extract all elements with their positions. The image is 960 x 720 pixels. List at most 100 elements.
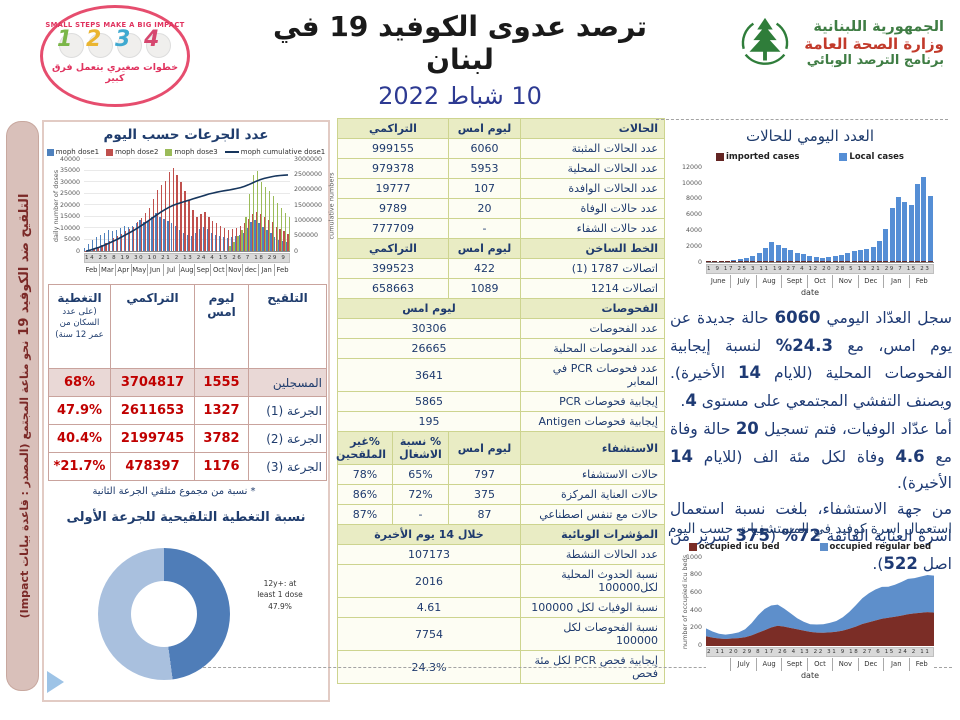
month-cell xyxy=(706,658,730,671)
bar-local-cases xyxy=(915,184,921,262)
legend-item: moph cumulative dose1 xyxy=(224,148,325,156)
page-date: 10 شباط 2022 xyxy=(378,82,542,110)
bar-dose2 xyxy=(204,211,206,251)
axis-tick: 6000 xyxy=(685,211,702,219)
row-label: إيجابية فحوصات Antigen xyxy=(520,411,665,432)
table-cell: 107 xyxy=(448,178,521,199)
legend-swatch xyxy=(46,148,54,156)
row-label: عدد حالات الشفاء xyxy=(520,218,665,239)
daily-cases-y-axis: 0 2000 4000 6000 8000 10000 12000 xyxy=(666,164,704,266)
table-row: الجرعة (3) 1176 478397 21.7%* xyxy=(48,452,327,481)
doses-chart-title: عدد الجرعات حسب اليوم xyxy=(103,127,269,143)
bar-dose1 xyxy=(143,222,145,251)
section-header-label: الخط الساخن xyxy=(520,238,665,259)
bar-local-cases xyxy=(794,252,800,262)
bar-dose1 xyxy=(250,222,252,251)
bar-imported-cases xyxy=(813,261,819,262)
report-text-segment: من جهة الاستشفاء، بلغت نسبة استعمال اسرة… xyxy=(670,500,952,546)
axis-tick: 400 xyxy=(689,606,702,614)
bar-dose2 xyxy=(275,226,277,251)
bar-dose1 xyxy=(135,223,137,251)
table-row: نسبة الفحوصات لكل 100000 7754 xyxy=(337,617,665,651)
bar-dose2 xyxy=(224,228,226,251)
legend-swatch xyxy=(224,151,239,153)
table-cell: 107173 xyxy=(337,544,521,565)
report-text-segment: 522 xyxy=(883,554,918,574)
month-cell: July xyxy=(730,658,755,671)
legend-item: Local cases xyxy=(839,152,904,162)
month-cell: Jan xyxy=(258,264,274,276)
step-2-icon: 2 xyxy=(86,29,113,58)
bar-dose2 xyxy=(93,249,95,251)
doses-chart-legend: moph dose1 moph dose2 moph dose3 moph cumul… xyxy=(44,148,328,156)
bar-dose1 xyxy=(175,225,177,251)
gridline xyxy=(84,181,290,182)
bar-dose1 xyxy=(91,239,94,251)
row-label: عدد الفحوصات xyxy=(520,318,665,339)
doses-y-axis-right: 0 500000 1000000 1500000 2000000 2500000 30000… xyxy=(292,156,326,255)
bar-dose1 xyxy=(254,219,256,251)
month-cell: Aug xyxy=(178,264,194,276)
row-label: الجرعة (3) xyxy=(248,452,327,481)
bar-dose2 xyxy=(247,218,250,251)
bar-imported-cases xyxy=(921,261,927,262)
bar-dose1 xyxy=(190,236,193,251)
month-cell: Sept xyxy=(781,275,806,288)
doses-y-axis-label-right: cumulative numbers xyxy=(327,172,336,240)
table-row: الجرعة (1) 1327 2611653 47.9% xyxy=(48,396,327,425)
axis-tick: 1000000 xyxy=(294,217,323,225)
bar-imported-cases xyxy=(820,261,826,262)
bar-dose1 xyxy=(278,239,280,251)
bar-dose1 xyxy=(274,237,276,251)
table-row: عدد الفحوصات 30306 xyxy=(337,318,665,339)
bar-dose2 xyxy=(227,230,230,251)
bar-local-cases xyxy=(896,197,902,262)
page-title: ترصد عدوى الكوفيد 19 في لبنان xyxy=(272,10,648,76)
month-cell: Jan xyxy=(883,658,908,671)
bar-dose1 xyxy=(202,226,205,251)
month-cell: Aug xyxy=(755,275,781,288)
table-cell: 1176 xyxy=(194,452,249,481)
campaign-steps: 1 2 3 4 xyxy=(43,29,187,58)
bar-dose2 xyxy=(132,226,135,251)
table-cell: 78% xyxy=(337,464,393,485)
daily-cases-plot-area xyxy=(706,168,934,263)
bar-dose1 xyxy=(87,244,90,251)
bar-imported-cases xyxy=(718,261,724,262)
month-cell: Jan xyxy=(883,275,908,288)
bar-dose1 xyxy=(230,237,232,251)
statistics-table-wrap: الحالات ليوم امس التراكمي عدد الحالات المثب… xyxy=(336,118,665,684)
table-header-row: التلقيح ليوم امس التراكمي التغطية (على عدد ا… xyxy=(48,284,327,369)
row-label: الجرعة (2) xyxy=(248,424,327,453)
table-cell: 65% xyxy=(392,464,449,485)
bar-dose1 xyxy=(95,237,98,251)
table-cell: 2016 xyxy=(337,564,521,598)
table-cell: 2199745 xyxy=(110,424,195,453)
table-row: إيجابية فحوصات PCR 5865 xyxy=(337,391,665,412)
table-cell: 68% xyxy=(48,368,111,397)
section-header-row: الاستشفاء ليوم امس% نسبة الاشغال %غير المل… xyxy=(336,431,665,465)
doses-plot-area xyxy=(84,158,291,252)
legend-label: moph dose3 xyxy=(174,148,218,156)
bar-dose2 xyxy=(287,233,289,251)
bar-dose1 xyxy=(151,216,153,251)
table-row: عدد الحالات الوافدة 107 19777 xyxy=(337,178,665,199)
hospital-beds-x-axis-label: date xyxy=(800,671,820,680)
legend-label: occupied regular bed xyxy=(829,542,932,552)
table-cell: 1327 xyxy=(194,396,249,425)
bar-local-cases xyxy=(807,256,813,262)
bar-imported-cases xyxy=(769,261,775,262)
report-text-segment: حالة وفاة مع xyxy=(670,419,952,466)
bar-dose2 xyxy=(164,180,166,251)
table-row: اتصالات 1787 (1) 422 399523 xyxy=(337,258,665,279)
bar-local-cases xyxy=(756,252,762,262)
bar-dose3 xyxy=(264,186,267,251)
row-label: المسجلين xyxy=(248,368,327,397)
bar-imported-cases xyxy=(832,261,838,262)
axis-tick: 40000 xyxy=(59,155,80,163)
section-header-row: الخط الساخن ليوم امس التراكمي xyxy=(337,238,665,259)
bar-dose2 xyxy=(105,242,107,251)
legend-swatch xyxy=(688,543,697,551)
bar-dose3 xyxy=(284,213,287,251)
bar-dose2 xyxy=(113,238,115,251)
